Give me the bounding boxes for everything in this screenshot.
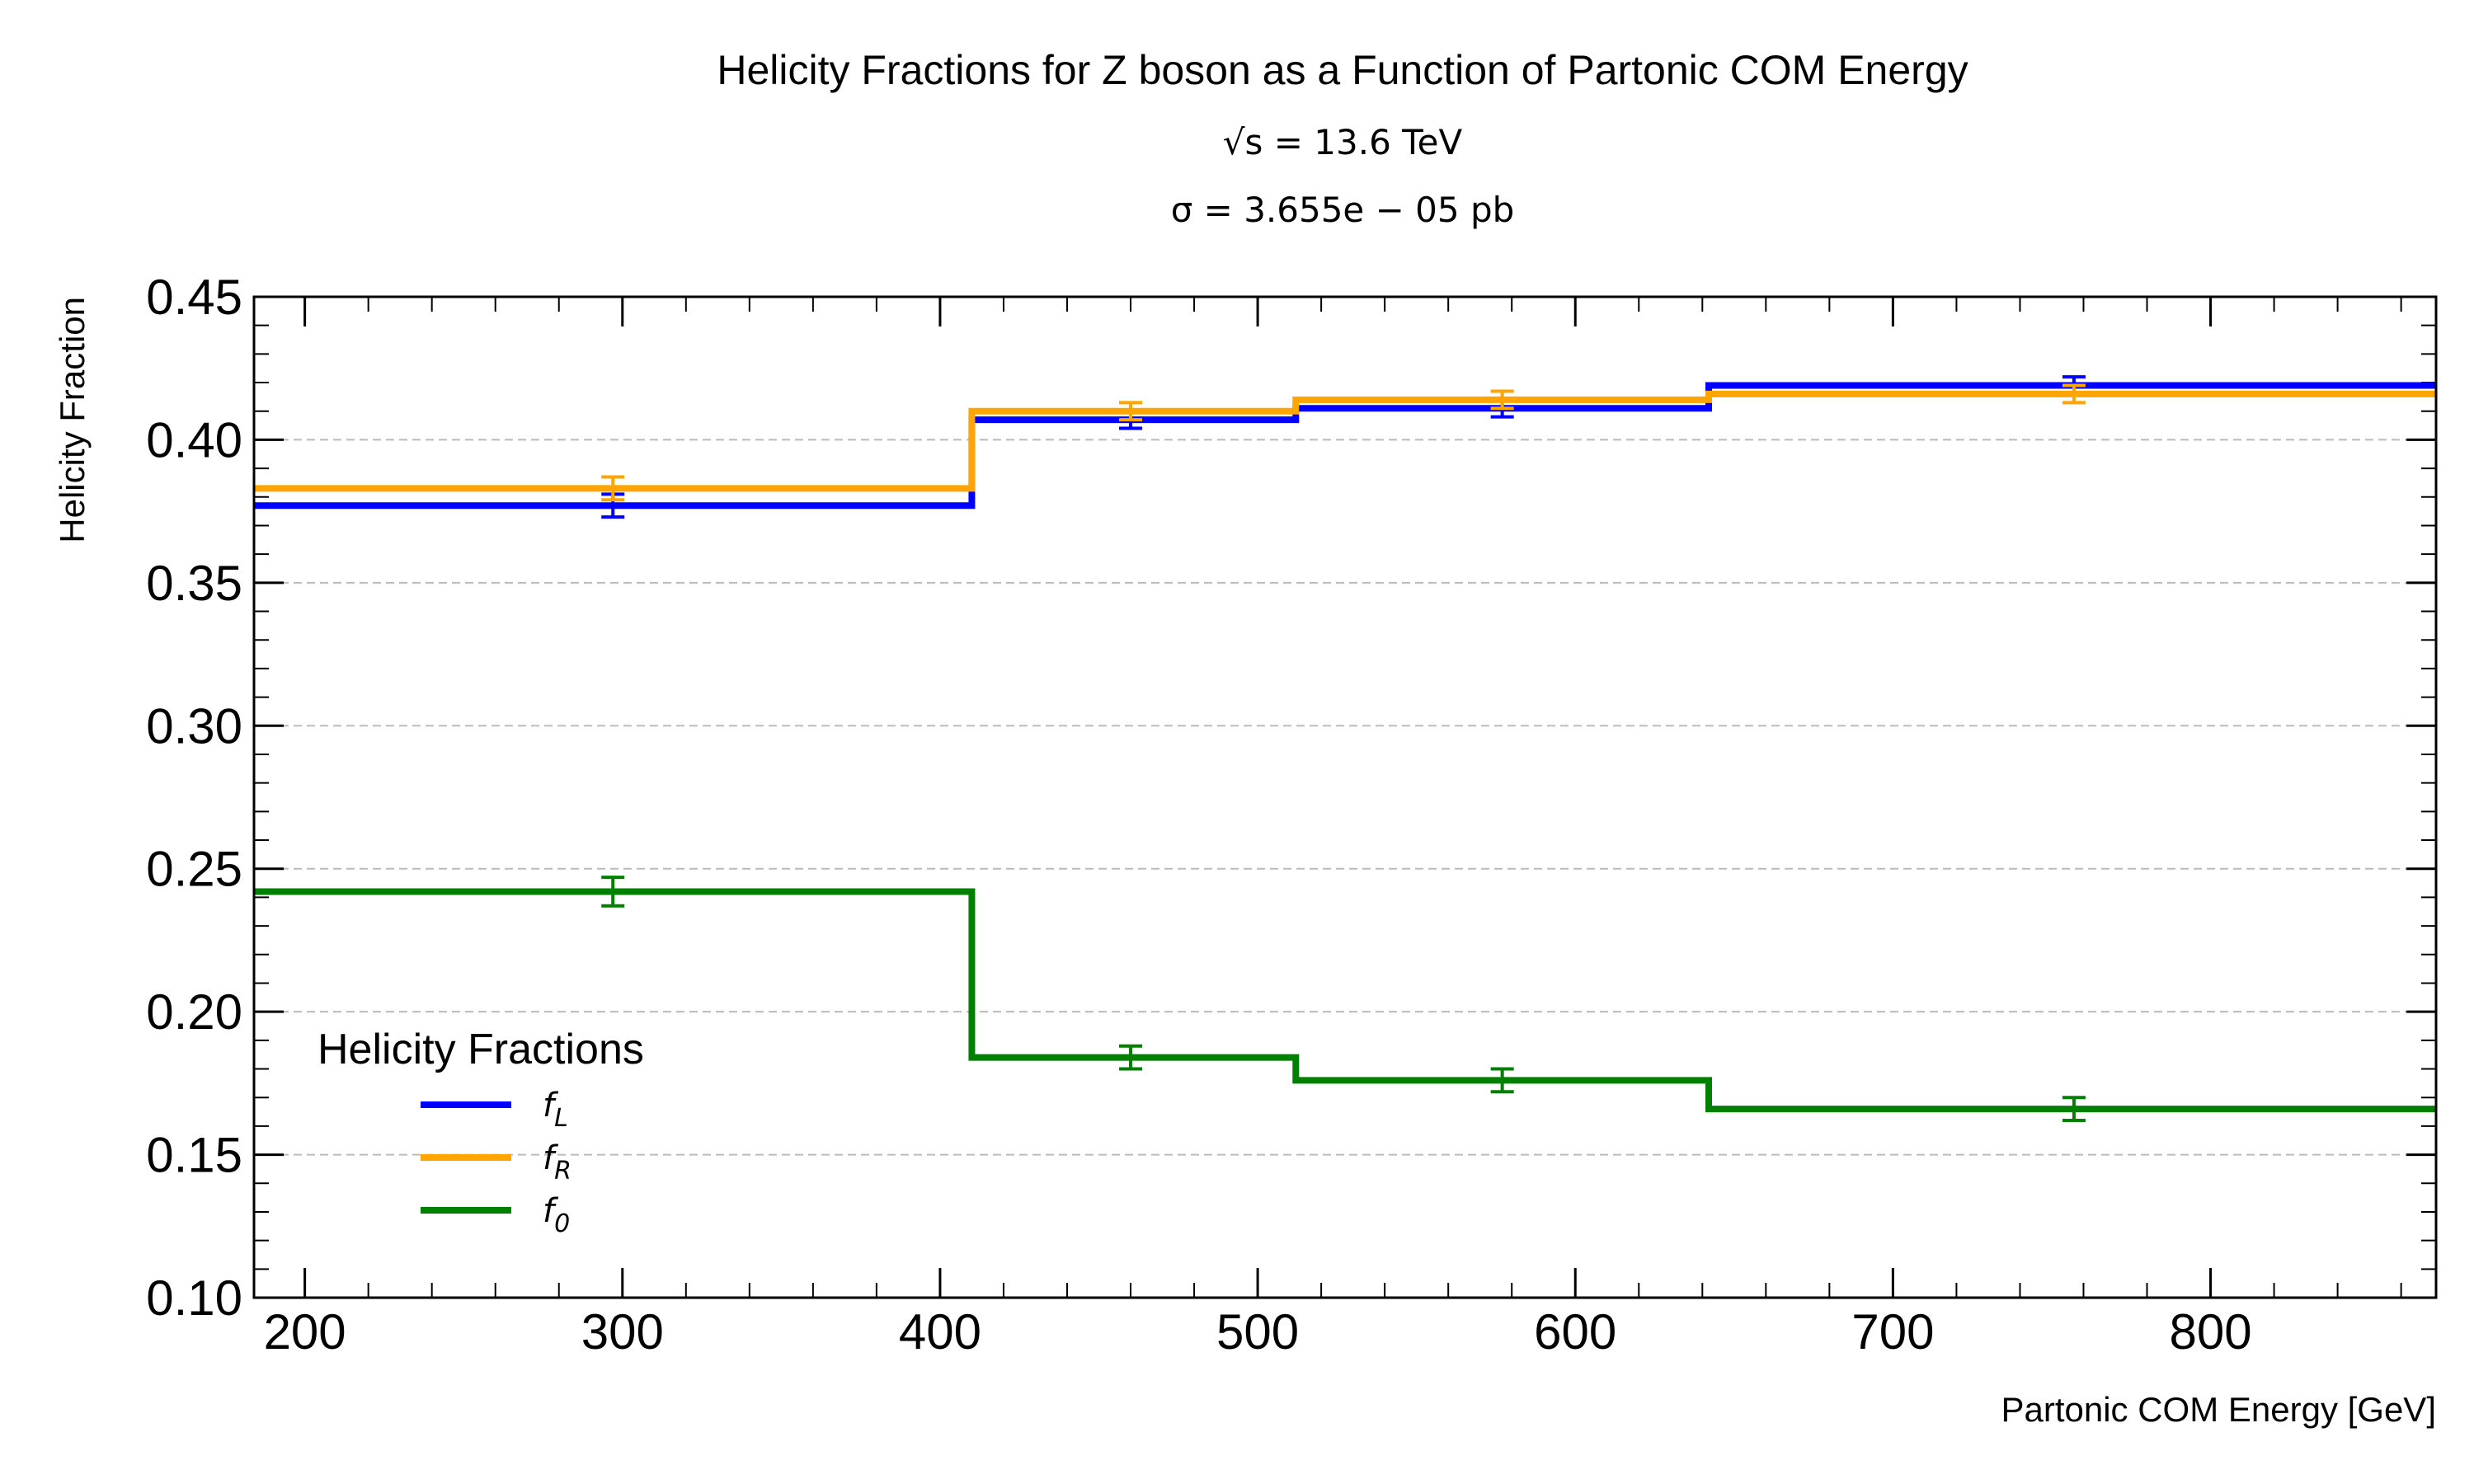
- error-bar: [1490, 1067, 1514, 1094]
- x-tick-label: 200: [264, 1304, 346, 1360]
- step-line: [254, 888, 2436, 1113]
- legend-entry: fL: [421, 1087, 568, 1133]
- error-bar: [1490, 389, 1514, 411]
- legend-label: fL: [543, 1087, 568, 1133]
- y-tick-label: 0.25: [146, 842, 242, 897]
- tick-labels: 0.10 0.15 0.20 0.25 0.30 0.35 0.40 0.45 200 300 40…: [146, 270, 2251, 1360]
- grid-lines: [254, 439, 2436, 1156]
- step-line: [254, 390, 2436, 492]
- series-layer: [254, 375, 2436, 1122]
- x-tick-label: 300: [581, 1304, 664, 1360]
- x-axis-label: Partonic COM Energy [GeV]: [2001, 1390, 2436, 1429]
- y-tick-label: 0.15: [146, 1128, 242, 1183]
- y-tick-label: 0.20: [146, 984, 242, 1040]
- y-tick-label: 0.30: [146, 698, 242, 754]
- legend-entry: fR: [421, 1139, 571, 1186]
- legend-label: fR: [543, 1139, 571, 1186]
- x-tick-label: 600: [1534, 1304, 1616, 1360]
- legend-title: Helicity Fractions: [317, 1026, 644, 1073]
- x-tick-label: 500: [1216, 1304, 1299, 1360]
- chart-title: Helicity Fractions for Z boson as a Func…: [717, 47, 1968, 93]
- error-bar: [1119, 401, 1143, 422]
- x-tick-label: 800: [2169, 1304, 2251, 1360]
- x-tick-label: 700: [1851, 1304, 1934, 1360]
- error-bar: [1119, 1044, 1143, 1071]
- legend-label-subscript: R: [554, 1157, 571, 1186]
- x-tick-label: 400: [899, 1304, 981, 1360]
- error-bar: [601, 876, 625, 908]
- y-tick-label: 0.40: [146, 412, 242, 467]
- legend-label-subscript: L: [554, 1104, 568, 1133]
- error-bar: [601, 475, 625, 502]
- series-f-r: [254, 383, 2436, 502]
- chart-subtitle-cross-section: σ = 3.655e − 05 pb: [1170, 190, 1515, 230]
- legend-label-subscript: 0: [554, 1209, 570, 1238]
- series-f-0: [254, 876, 2436, 1122]
- major-ticks: [254, 295, 2436, 1299]
- legend-label: f0: [543, 1192, 570, 1238]
- legend: Helicity Fractions fL fR f0: [317, 1026, 644, 1238]
- plot-frame: [252, 295, 2438, 1299]
- y-tick-label: 0.10: [146, 1270, 242, 1326]
- legend-entry: f0: [421, 1192, 570, 1238]
- error-bar: [2062, 383, 2086, 405]
- chart-subtitle-energy: √s = 13.6 TeV: [1222, 122, 1463, 162]
- y-axis-label: Helicity Fraction: [53, 297, 92, 543]
- minor-ticks: [254, 297, 2436, 1298]
- error-bar: [2062, 1096, 2086, 1122]
- y-tick-label: 0.45: [146, 270, 242, 325]
- y-tick-label: 0.35: [146, 556, 242, 611]
